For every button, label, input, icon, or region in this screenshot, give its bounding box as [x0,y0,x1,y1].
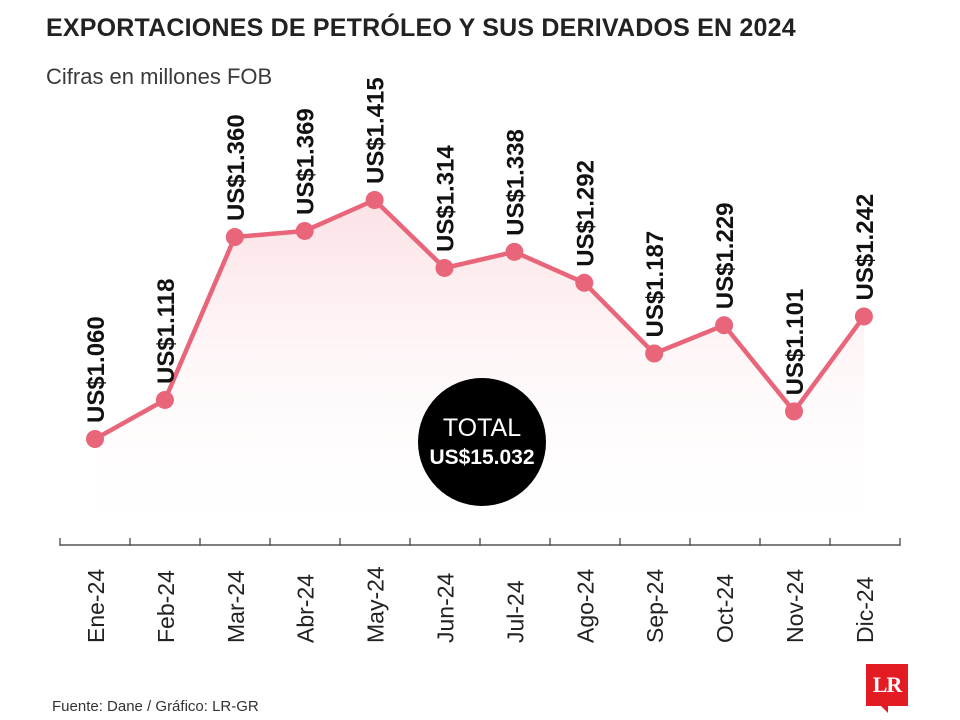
data-label-ago-24: US$1.292 [572,160,599,267]
series-line [92,197,867,442]
data-label-mar-24: US$1.360 [223,114,250,221]
data-point-jun-24 [435,258,454,277]
data-point-ago-24 [575,273,594,292]
data-label-may-24: US$1.415 [363,77,390,184]
chart-title: EXPORTACIONES DE PETRÓLEO Y SUS DERIVADO… [46,14,796,42]
x-tick-label-feb-24: Feb-24 [153,570,179,643]
x-tick-label-abr-24: Abr-24 [293,574,319,643]
data-label-oct-24: US$1.229 [712,202,739,309]
x-tick-label-jul-24: Jul-24 [502,580,528,643]
x-tick-label-may-24: May-24 [363,566,389,643]
x-tick-label-dic-24: Dic-24 [852,576,878,643]
total-badge-value: US$15.032 [429,446,534,469]
total-badge [418,378,546,506]
data-point-ene-24 [86,430,104,448]
lr-logo: LR [866,664,908,713]
data-label-dic-24: US$1.242 [852,194,879,301]
data-point-jul-24 [505,242,524,261]
chart-subtitle: Cifras en millones FOB [46,64,273,89]
x-tick-label-mar-24: Mar-24 [223,570,249,643]
data-label-jun-24: US$1.314 [433,145,460,252]
area-fill [95,200,864,545]
data-label-abr-24: US$1.369 [293,108,320,215]
data-point-may-24 [365,191,384,209]
data-point-dic-24 [854,307,873,326]
total-badge-label: TOTAL [443,414,521,442]
data-point-sep-24 [645,344,664,363]
x-tick-label-ago-24: Ago-24 [572,569,598,643]
x-tick-label-oct-24: Oct-24 [712,574,738,643]
x-tick-label-nov-24: Nov-24 [782,569,808,643]
data-label-feb-24: US$1.118 [153,279,180,384]
data-point-nov-24 [785,402,803,421]
data-label-jul-24: US$1.338 [502,129,529,236]
data-point-oct-24 [715,316,734,335]
source-note: Fuente: Dane / Gráfico: LR-GR [52,698,259,715]
data-label-ene-24: US$1.060 [83,316,110,423]
data-label-nov-24: US$1.101 [782,289,809,396]
x-tick-label-sep-24: Sep-24 [642,569,668,643]
x-tick-label-jun-24: Jun-24 [433,572,459,643]
data-label-sep-24: US$1.187 [642,231,669,338]
data-point-feb-24 [155,390,174,409]
data-point-abr-24 [295,221,314,240]
x-tick-label-ene-24: Ene-24 [83,569,109,643]
data-point-mar-24 [225,228,244,247]
